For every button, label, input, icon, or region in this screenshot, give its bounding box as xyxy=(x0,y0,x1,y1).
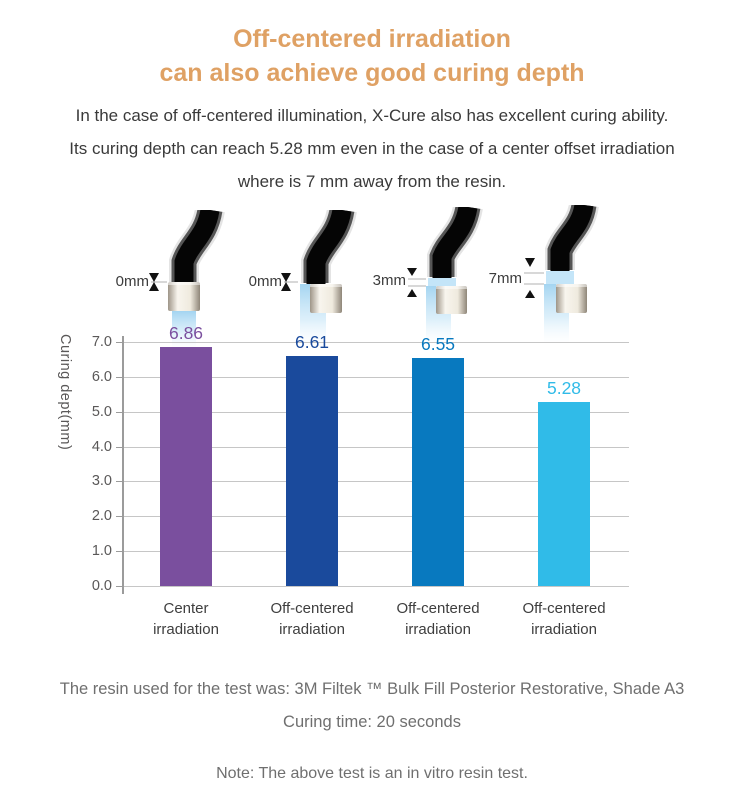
arrow-down-icon xyxy=(149,273,159,282)
resin-cylinder xyxy=(556,284,587,313)
x-category-label: Center irradiation xyxy=(153,600,219,638)
intro-line: Its curing depth can reach 5.28 mm even … xyxy=(69,139,675,158)
arrow-down-icon xyxy=(281,273,291,282)
curing-light-tip-image xyxy=(524,205,599,344)
y-tick-mark xyxy=(116,586,122,587)
curing-light-tip-image xyxy=(281,210,357,348)
bar-value-label: 6.55 xyxy=(420,333,456,354)
tip-distance-label: 0mm xyxy=(115,273,149,290)
curing-light-tip-image xyxy=(149,210,225,349)
gridline xyxy=(122,586,629,587)
y-axis-title: Curing dept(mm) xyxy=(57,334,73,451)
arrow-up-icon xyxy=(149,282,159,291)
curing-light-tip-offcenter-7mm: 7mm xyxy=(478,205,628,345)
y-tick-label: 3.0 xyxy=(91,473,112,490)
bar xyxy=(286,355,338,586)
curing-depth-bar-chart: Curing dept(mm) 0.0 1.0 2.0 3.0 4.0 5.0 6.0 7.0… xyxy=(0,323,744,670)
curing-light-tip-offcenter-0mm: 0mm xyxy=(238,210,388,350)
x-category-label: Off-centered irradiation xyxy=(396,600,480,638)
page-title-line1: Off-centered irradiation xyxy=(233,25,511,53)
tip-distance-label: 3mm xyxy=(372,272,406,289)
bar xyxy=(160,346,212,586)
intro-line: In the case of off-centered illumination… xyxy=(75,106,669,125)
resin-cylinder xyxy=(310,284,342,313)
y-tick-mark xyxy=(116,376,122,378)
curing-light-tip-offcenter-3mm: 3mm xyxy=(362,207,512,347)
curing-light-tip-image xyxy=(407,207,483,346)
gridline xyxy=(122,551,629,553)
light-gap xyxy=(546,271,574,284)
page-title-line2: can also achieve good curing depth xyxy=(159,59,585,87)
light-gap xyxy=(428,278,456,286)
resin-cylinder xyxy=(168,282,200,311)
y-tick-mark xyxy=(116,516,122,518)
bar xyxy=(538,401,590,586)
footnote: Note: The above test is an in vitro resi… xyxy=(216,765,528,782)
y-tick-label: 2.0 xyxy=(91,508,112,525)
gridline xyxy=(122,446,629,448)
y-tick-label: 0.0 xyxy=(91,578,112,594)
arrow-down-icon xyxy=(407,268,417,276)
gridline xyxy=(122,411,629,413)
y-tick-label: 5.0 xyxy=(91,403,112,420)
bar xyxy=(412,357,464,586)
bar-value-label: 5.28 xyxy=(546,377,582,398)
gridline xyxy=(122,481,629,483)
resin-cylinder xyxy=(436,286,467,314)
gridline xyxy=(122,342,629,343)
y-tick-mark xyxy=(116,446,122,448)
gridline xyxy=(122,516,629,518)
tip-distance-label: 7mm xyxy=(488,270,522,287)
curing-time-text: Curing time: 20 seconds xyxy=(283,713,461,731)
arrow-up-icon xyxy=(525,290,535,298)
intro-paragraph: In the case of off-centered illumination… xyxy=(0,99,744,198)
y-tick-mark xyxy=(116,342,122,343)
arrow-up-icon xyxy=(407,289,417,297)
y-tick-label: 1.0 xyxy=(91,543,112,560)
y-axis-line xyxy=(122,336,124,594)
y-tick-label: 7.0 xyxy=(91,334,112,350)
tip-distance-label: 0mm xyxy=(248,273,282,290)
y-tick-label: 4.0 xyxy=(91,438,112,455)
x-category-label: Off-centered irradiation xyxy=(522,600,606,638)
test-conditions: The resin used for the test was: 3M Filt… xyxy=(0,673,744,739)
page-title: Off-centered irradiation can also achiev… xyxy=(0,22,744,90)
y-tick-mark xyxy=(116,551,122,553)
y-tick-mark xyxy=(116,411,122,413)
intro-line: where is 7 mm away from the resin. xyxy=(237,172,507,191)
gridline xyxy=(122,376,629,378)
arrow-down-icon xyxy=(525,258,535,267)
y-tick-label: 6.0 xyxy=(91,368,112,385)
y-tick-mark xyxy=(116,481,122,483)
bar-value-label: 6.86 xyxy=(168,322,204,343)
bar-value-label: 6.61 xyxy=(294,331,330,352)
arrow-up-icon xyxy=(281,282,291,291)
x-category-label: Off-centered irradiation xyxy=(270,600,354,638)
test-resin-text: The resin used for the test was: 3M Filt… xyxy=(59,680,685,698)
curing-light-tip-center-0mm: 0mm xyxy=(105,210,255,350)
